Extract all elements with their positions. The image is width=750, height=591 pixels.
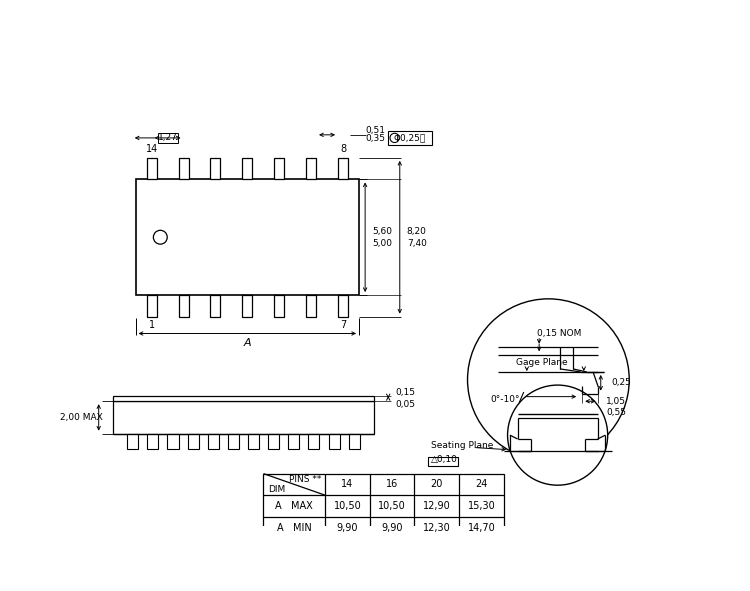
Text: 7: 7 [340,320,346,330]
Bar [178,295,188,317]
Bar [263,473,504,538]
Bar [112,401,374,434]
Text: A: A [244,337,251,348]
Text: △0,10: △0,10 [431,455,458,465]
Text: 24: 24 [476,479,488,489]
Bar [268,434,279,449]
Text: 14: 14 [341,479,353,489]
Bar [306,158,316,180]
Bar [274,158,284,180]
Bar [328,434,340,449]
Bar [288,434,299,449]
Text: 0,15
0,05: 0,15 0,05 [395,388,416,409]
Text: 15,30: 15,30 [467,501,495,511]
Text: Seating Plane: Seating Plane [430,441,493,450]
Bar [242,158,252,180]
Bar [338,158,348,180]
Text: 9,90: 9,90 [337,522,358,532]
Bar [211,295,220,317]
Text: 0°-10°: 0°-10° [490,395,520,404]
Bar [338,295,348,317]
Text: 1: 1 [148,320,154,330]
Text: 12,90: 12,90 [423,501,451,511]
Bar [211,158,220,180]
Text: 8: 8 [340,144,346,154]
Bar [128,434,138,449]
Bar [248,434,259,449]
Text: 10,50: 10,50 [378,501,406,511]
Bar [388,131,432,145]
Text: 1,05
0,55: 1,05 0,55 [606,397,626,417]
Text: 0,25: 0,25 [611,378,632,387]
Bar [349,434,360,449]
Bar [146,295,157,317]
Bar [146,158,157,180]
Text: 14: 14 [146,144,158,154]
Text: 0,15 NOM: 0,15 NOM [537,329,581,338]
Bar [167,434,178,449]
Bar [112,396,374,401]
Text: 8,20
7,40: 8,20 7,40 [406,227,427,248]
Bar [228,434,239,449]
Text: 20: 20 [430,479,443,489]
Bar [242,295,252,317]
Bar [308,434,320,449]
Bar [158,134,178,142]
Bar [136,180,359,295]
Circle shape [467,299,629,460]
Text: 0,51: 0,51 [365,126,386,135]
Bar [306,295,316,317]
Text: DIM: DIM [268,485,286,493]
Bar [208,434,219,449]
Circle shape [508,385,608,485]
Bar [274,295,284,317]
Text: Gage Plane: Gage Plane [517,358,568,367]
Text: 14,70: 14,70 [467,522,495,532]
Text: 2,00 MAX: 2,00 MAX [61,413,104,422]
Bar [178,158,188,180]
Text: 5,60
5,00: 5,60 5,00 [372,227,392,248]
Text: 10,50: 10,50 [334,501,362,511]
Text: 9,90: 9,90 [381,522,403,532]
Bar [147,434,158,449]
Text: Φ0,25Ⓜ: Φ0,25Ⓜ [393,134,425,142]
Text: PINS **: PINS ** [290,475,322,484]
Text: 1,27: 1,27 [158,134,178,142]
Text: 16: 16 [386,479,398,489]
Text: A   MIN: A MIN [277,522,312,532]
Text: 12,30: 12,30 [423,522,451,532]
Bar [428,457,457,466]
Bar [188,434,199,449]
Text: 0,35: 0,35 [365,134,386,143]
Text: A   MAX: A MAX [275,501,314,511]
